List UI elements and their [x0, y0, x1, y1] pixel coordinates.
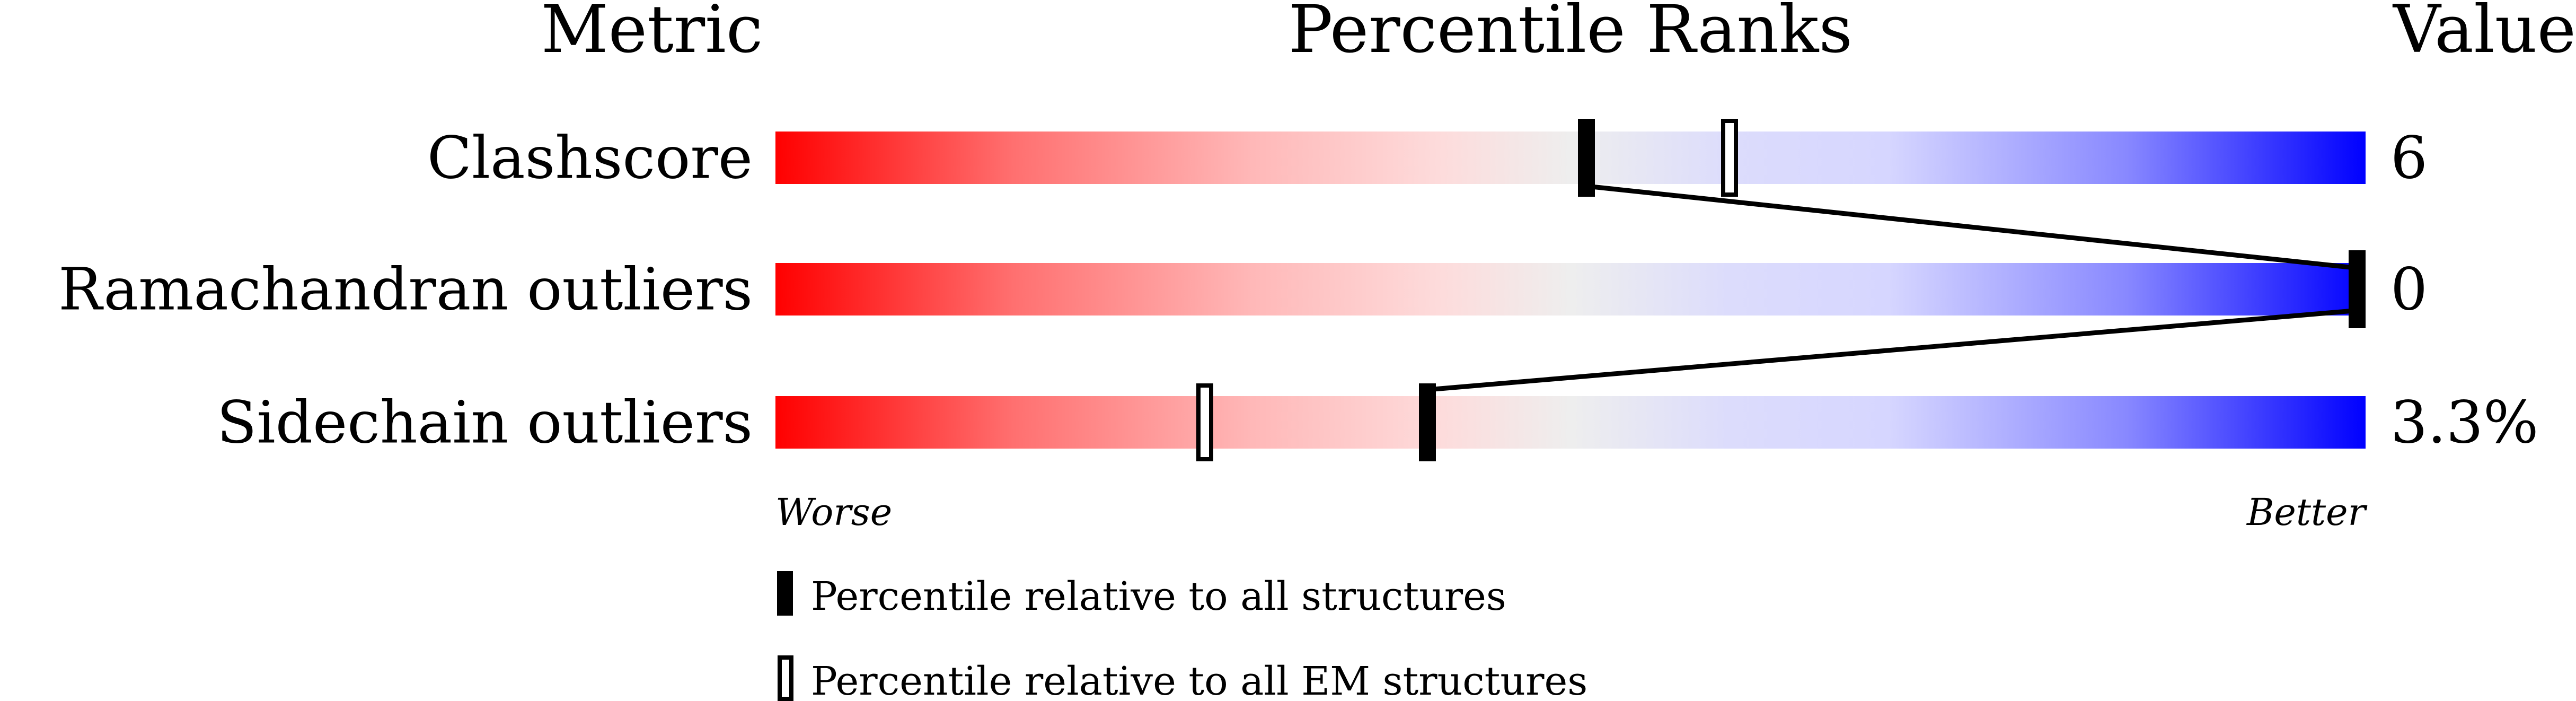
metric-value: 0 [2390, 256, 2428, 323]
header-value: Value [2392, 0, 2576, 68]
legend-solid-marker-icon [777, 571, 793, 616]
better-label: Better [2246, 490, 2368, 534]
metric-label: Sidechain outliers [217, 389, 753, 457]
all-percentile-marker [1419, 383, 1436, 461]
metric-value: 6 [2390, 124, 2428, 192]
all-percentile-marker [1578, 119, 1595, 197]
legend-open-marker-icon [778, 655, 793, 701]
em-percentile-marker [1721, 119, 1738, 197]
header-metric: Metric [541, 0, 763, 68]
percentile-bar [775, 132, 2366, 184]
em-percentile-marker [1196, 383, 1213, 461]
percentile-bar [775, 396, 2366, 449]
all-percentile-marker [2349, 250, 2366, 328]
metric-label: Ramachandran outliers [58, 256, 753, 323]
metric-value: 3.3% [2390, 389, 2538, 457]
header-percentile-ranks: Percentile Ranks [1289, 0, 1852, 68]
legend-all-structures: Percentile relative to all structures [811, 574, 1506, 619]
legend-em-structures: Percentile relative to all EM structures [811, 659, 1587, 701]
metric-label: Clashscore [427, 124, 753, 192]
worse-label: Worse [775, 490, 892, 534]
percentile-bar [775, 263, 2366, 316]
